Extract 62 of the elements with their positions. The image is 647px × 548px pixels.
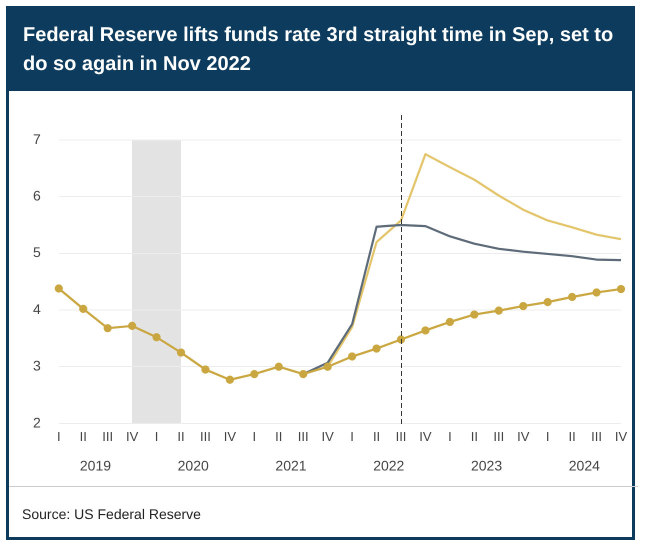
text: 2024 — [568, 457, 600, 474]
x-tick-label: III — [591, 428, 602, 444]
x-tick-label: I — [154, 428, 158, 444]
x-tick-label: I — [252, 428, 256, 444]
point — [79, 304, 88, 314]
point — [592, 288, 601, 297]
y-tick-label: 3 — [32, 358, 41, 374]
point — [568, 292, 576, 302]
point — [396, 335, 406, 344]
x-tick-label: II — [275, 428, 282, 444]
point — [226, 376, 234, 384]
point — [519, 302, 528, 310]
x-tick-label: III — [493, 428, 504, 444]
point — [54, 284, 63, 293]
x-tick-label: III — [200, 428, 211, 444]
point — [128, 322, 136, 330]
x-tick-label: IV — [419, 428, 432, 444]
point — [372, 344, 381, 353]
text: 2020 — [178, 457, 210, 474]
point — [104, 324, 112, 332]
source-note: Source: US Federal Reserve — [22, 506, 201, 522]
x-tick-label: II — [470, 428, 478, 444]
x-tick-label: I — [546, 428, 550, 444]
y-tick-label: 5 — [32, 244, 41, 260]
x-tick-label: II — [372, 428, 380, 444]
y-tick-label: 7 — [32, 130, 41, 147]
x-tick-label: III — [396, 428, 406, 444]
point — [494, 306, 503, 315]
x-tick-label: III — [298, 428, 309, 444]
point — [470, 310, 478, 319]
text: 2022 — [373, 457, 405, 474]
point — [201, 365, 210, 374]
text: 2021 — [275, 457, 307, 474]
point — [616, 284, 626, 294]
x-tick-label: IV — [614, 428, 628, 444]
point — [176, 348, 186, 357]
x-tick-label: IV — [517, 428, 530, 444]
x-tick-label: II — [568, 428, 576, 444]
point — [250, 370, 258, 378]
chart-title: Federal Reserve lifts funds rate 3rd straight time in Sep, set to do so again in Nov 2022 — [9, 9, 632, 91]
x-tick-label: IV — [126, 428, 139, 444]
x-tick-label: I — [448, 428, 452, 444]
y-tick-label: 6 — [32, 188, 41, 204]
y-tick-label: 4 — [32, 300, 41, 317]
point — [348, 352, 356, 361]
text: 2019 — [80, 457, 112, 474]
point — [324, 362, 332, 371]
x-tick-label: II — [177, 428, 185, 444]
point — [421, 326, 430, 335]
x-tick-label: I — [56, 428, 61, 444]
point — [274, 362, 283, 371]
point — [152, 333, 161, 342]
y-tick-label: 2 — [32, 414, 41, 430]
x-tick-label: IV — [322, 428, 334, 444]
x-tick-label: III — [102, 428, 114, 444]
point — [446, 318, 454, 326]
point — [544, 298, 552, 306]
text: 2023 — [470, 457, 502, 474]
x-tick-label: II — [80, 428, 87, 444]
point — [299, 370, 308, 378]
x-tick-label: IV — [224, 428, 236, 444]
x-tick-label: I — [350, 428, 354, 444]
